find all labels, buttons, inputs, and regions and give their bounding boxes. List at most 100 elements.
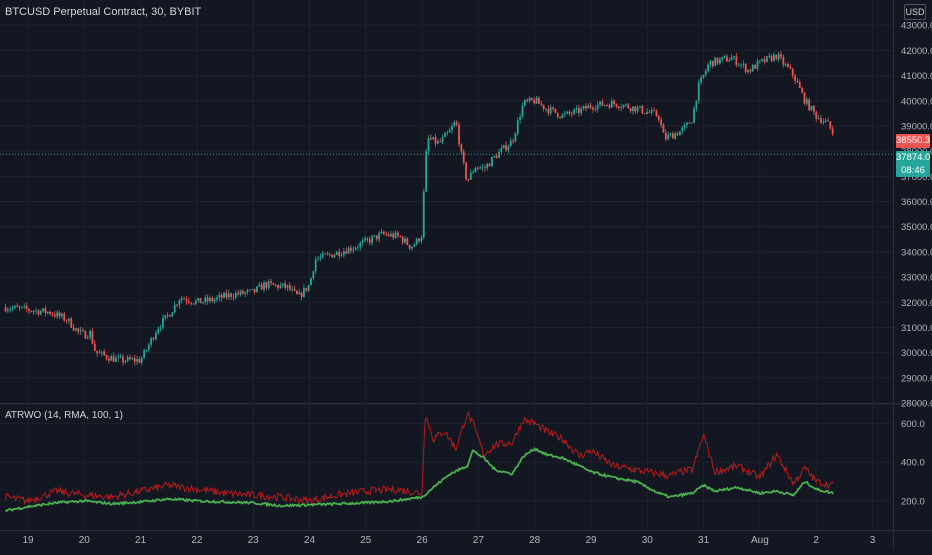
candle-body — [248, 289, 251, 291]
candle-body — [683, 124, 686, 128]
candle-body — [596, 104, 599, 110]
candle-body — [580, 108, 583, 114]
candle-body — [420, 237, 423, 242]
candle-body — [639, 106, 641, 108]
candle-body — [585, 105, 587, 109]
symbol-title[interactable]: BTCUSD Perpetual Contract, 30, BYBIT — [5, 6, 202, 18]
candle-body — [540, 103, 543, 105]
candle-body — [422, 191, 425, 238]
candle-body — [498, 151, 500, 158]
candle-body — [805, 99, 808, 104]
candle-body — [140, 358, 143, 363]
candle-body — [357, 247, 359, 249]
indicator-title[interactable]: ATRWO (14, RMA, 100, 1) — [5, 410, 123, 421]
candle-body — [561, 114, 564, 118]
candle-body — [822, 121, 825, 123]
candle-body — [190, 302, 193, 304]
candle-body — [178, 300, 181, 305]
candle-body — [260, 284, 263, 290]
candle-body — [472, 172, 475, 173]
candle-body — [538, 98, 540, 104]
candle-body — [648, 111, 651, 113]
time-tick-label: 23 — [248, 535, 260, 546]
candle-body — [265, 282, 268, 288]
candle-body — [488, 163, 491, 167]
time-tick-label: 30 — [642, 535, 654, 546]
candle-body — [784, 64, 787, 65]
candle-body — [295, 290, 298, 295]
candle-body — [126, 357, 129, 362]
candle-body — [77, 328, 80, 332]
time-tick-label: 20 — [79, 535, 91, 546]
candle-body — [812, 105, 815, 112]
time-axis[interactable]: 19 20 21 22 23 24 25 26 27 28 29 30 31 Aug 2 3 — [22, 535, 875, 546]
candle-body — [810, 105, 813, 111]
candle-body — [491, 157, 493, 167]
candle-body — [25, 305, 28, 310]
candle-body — [28, 309, 30, 311]
candle-body — [37, 310, 40, 315]
candle-body — [117, 357, 120, 358]
candle-body — [382, 231, 385, 234]
candle-body — [425, 151, 428, 192]
candle-body — [340, 254, 343, 257]
candle-body — [653, 110, 655, 112]
indicator-axis[interactable]: 600.0 400.0 200.0 — [901, 419, 925, 508]
candle-body — [780, 54, 782, 58]
price-tick-label: 33000.0 — [901, 273, 932, 284]
candle-body — [549, 107, 552, 114]
candle-body — [180, 298, 183, 301]
candle-body — [406, 238, 409, 245]
candle-body — [641, 106, 644, 114]
time-tick-label: 2 — [813, 535, 819, 546]
candle-body — [599, 101, 601, 105]
candle-body — [354, 247, 357, 250]
pane-separator — [0, 403, 932, 405]
candle-body — [93, 343, 96, 351]
candle-body — [634, 106, 637, 112]
candle-body — [615, 103, 618, 107]
candle-body — [721, 57, 724, 60]
candle-body — [815, 111, 818, 119]
candle-body — [84, 331, 87, 339]
price-tick-label: 34000.0 — [901, 247, 932, 258]
candle-body — [765, 56, 768, 63]
candle-body — [79, 330, 82, 332]
candle-body — [563, 113, 566, 115]
candle-body — [251, 288, 254, 290]
candle-body — [674, 133, 677, 139]
candle-body — [827, 120, 829, 122]
candle-body — [505, 144, 507, 151]
candle-body — [150, 338, 153, 345]
price-tick-label: 31000.0 — [901, 323, 932, 334]
candle-body — [256, 286, 258, 293]
current-price-tag: 37874.0 08:46 — [896, 151, 930, 177]
candle-body — [143, 350, 146, 359]
candle-body — [500, 148, 503, 152]
candle-body — [737, 65, 740, 66]
candle-body — [145, 350, 148, 351]
candle-body — [613, 101, 616, 104]
price-axis[interactable]: 43000.042000.041000.040000.039000.038000… — [901, 21, 932, 410]
candle-body — [808, 99, 811, 111]
candle-body — [399, 235, 402, 237]
candle-body — [60, 313, 63, 317]
candle-body — [669, 133, 672, 135]
candle-body — [107, 358, 110, 361]
currency-button[interactable]: USD — [904, 4, 926, 20]
candle-body — [610, 101, 613, 108]
candle-body — [258, 284, 261, 287]
candle-body — [300, 292, 303, 297]
candle-body — [82, 330, 84, 332]
candle-body — [643, 113, 646, 114]
candle-body — [216, 297, 218, 300]
candle-body — [159, 327, 162, 329]
candle-body — [671, 133, 674, 139]
candle-body — [756, 61, 759, 69]
candle-body — [460, 144, 463, 152]
candle-body — [676, 133, 679, 136]
candle-body — [568, 111, 571, 114]
candle-body — [164, 315, 167, 319]
